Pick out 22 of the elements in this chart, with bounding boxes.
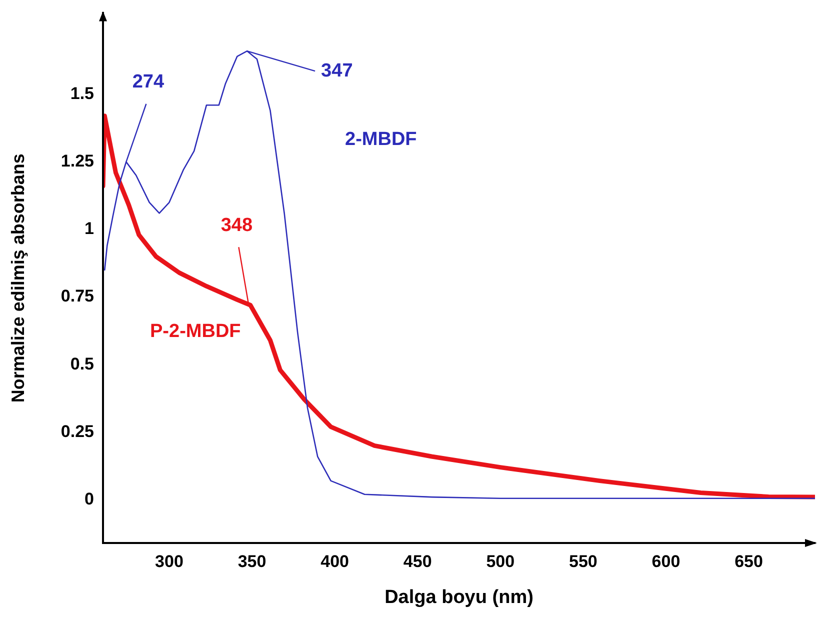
y-tick-label: 0.5 <box>70 354 94 374</box>
x-tick-label: 400 <box>320 552 349 571</box>
y-tick-label: 0 <box>84 489 94 508</box>
y-tick-label: 0.75 <box>60 286 94 306</box>
series-label: P-2-MBDF <box>150 321 241 342</box>
x-tick-label: 450 <box>403 552 432 571</box>
x-axis-title: Dalga boyu (nm) <box>384 586 534 608</box>
y-axis-title: Normalize edilmiş absorbans <box>8 154 28 403</box>
x-tick-label: 600 <box>652 552 680 571</box>
x-tick-label: 550 <box>569 552 598 571</box>
x-tick-label: 300 <box>155 552 184 571</box>
y-tick-label: 1 <box>84 219 94 238</box>
annotation: 274 <box>132 72 164 93</box>
x-tick-label: 350 <box>238 552 266 571</box>
y-tick-label: 1.25 <box>60 152 94 171</box>
y-tick-label: 1.5 <box>70 84 94 103</box>
annotation: 347 <box>321 60 353 82</box>
y-tick-label: 0.25 <box>60 422 94 441</box>
annotation: 348 <box>220 214 253 236</box>
text: 2-MBDF <box>345 129 417 150</box>
x-tick-label: 500 <box>486 552 515 571</box>
x-tick-label: 650 <box>734 552 763 571</box>
